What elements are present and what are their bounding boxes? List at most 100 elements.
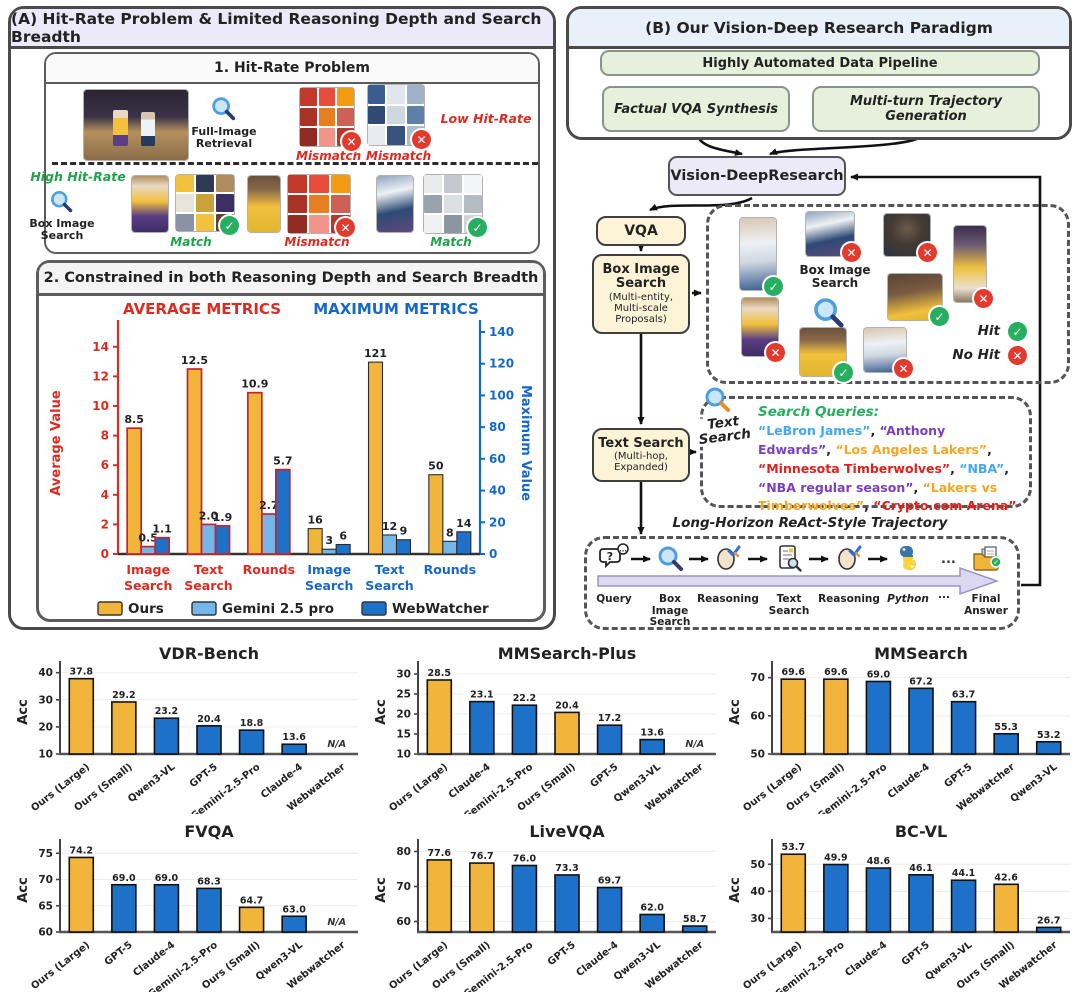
- bar: [428, 474, 444, 555]
- text-search-box: Text Search (Multi-hop, Expanded): [592, 428, 690, 482]
- svg-text:9: 9: [400, 525, 408, 538]
- bar: [469, 700, 495, 755]
- svg-text:73.3: 73.3: [555, 863, 578, 874]
- search-result-collage: [288, 175, 350, 233]
- svg-text:WebWatcher: WebWatcher: [392, 601, 489, 617]
- svg-text:13.6: 13.6: [640, 728, 664, 739]
- svg-text:Search: Search: [184, 578, 232, 593]
- full-image-retrieval-label: Full-Image Retrieval: [191, 125, 257, 151]
- svg-text:GPT-5: GPT-5: [103, 940, 135, 968]
- hit-icon: ✓: [764, 277, 783, 296]
- svg-text:80: 80: [489, 420, 506, 434]
- search-result-collage: [424, 175, 482, 233]
- svg-text:Ours: Ours: [128, 601, 164, 617]
- bar: [639, 913, 665, 933]
- svg-text:49.9: 49.9: [824, 853, 847, 864]
- svg-text:BC-VL: BC-VL: [895, 822, 947, 841]
- high-hit-rate-label: High Hit-Rate: [30, 169, 126, 184]
- svg-text:6: 6: [101, 458, 109, 472]
- bar: [426, 679, 453, 755]
- result-thumbnail: ✓: [888, 274, 949, 326]
- step-python: Python: [878, 543, 938, 606]
- svg-text:53.2: 53.2: [1037, 730, 1060, 741]
- search-queries-text: Search Queries: “LeBron James”, “Anthony …: [758, 402, 1022, 513]
- svg-text:N/A: N/A: [327, 739, 346, 750]
- svg-text:70: 70: [750, 672, 765, 684]
- svg-text:26.7: 26.7: [1037, 915, 1060, 926]
- search-query: “Lakers vs Timberwolves”: [758, 479, 998, 514]
- svg-text:40: 40: [489, 484, 506, 498]
- panel-b-title: (B) Our Vision-Deep Research Paradigm: [569, 9, 1069, 49]
- bar: [274, 468, 291, 555]
- bar: [950, 879, 977, 933]
- box-image-search-box: Box Image Search (Multi-entity, Multi-sc…: [592, 254, 690, 334]
- svg-text:5.7: 5.7: [273, 455, 293, 468]
- benchmark-chart-mmsearch-plus: MMSearch-Plus 10 15 20 25 30 Acc 28.5 Ours (Larg…: [372, 642, 724, 822]
- svg-text:10: 10: [396, 749, 411, 761]
- svg-text:12: 12: [382, 520, 397, 533]
- svg-text:8: 8: [101, 429, 109, 443]
- bar: [865, 867, 892, 933]
- svg-text:69.6: 69.6: [824, 667, 848, 678]
- step-final-answer: ✓ Final Answer: [956, 543, 1016, 617]
- metrics-chart: AVERAGE METRICS MAXIMUM METRICS0246810121…: [49, 300, 533, 617]
- search-query: “Anthony Edwards”: [758, 423, 946, 457]
- magnifier-icon: [655, 543, 685, 577]
- svg-text:6: 6: [339, 529, 347, 542]
- magnifier-icon: [48, 188, 74, 218]
- svg-text:75: 75: [38, 848, 53, 860]
- svg-text:Claude-4: Claude-4: [886, 762, 932, 801]
- svg-text:77.6: 77.6: [428, 848, 452, 859]
- svg-text:2: 2: [101, 517, 109, 531]
- search-query: “Crypto.com Arena”: [873, 498, 1017, 514]
- svg-text:LiveVQA: LiveVQA: [529, 822, 605, 841]
- mismatch-icon: ✕: [342, 132, 361, 151]
- step-ellipsis: ...: [932, 543, 956, 602]
- bar: [554, 711, 580, 755]
- bar: [238, 729, 265, 755]
- svg-text:55.3: 55.3: [994, 722, 1017, 733]
- text-search-caption: Text Search: [694, 412, 754, 448]
- svg-text:Gemini-2.5-Pro: Gemini-2.5-Pro: [462, 940, 535, 992]
- svg-text:Qwen3-VL: Qwen3-VL: [1009, 761, 1061, 805]
- svg-text:20.4: 20.4: [555, 700, 579, 711]
- result-thumbnail: ✓: [740, 218, 783, 296]
- bar: [993, 883, 1019, 933]
- svg-text:0.5: 0.5: [138, 532, 158, 545]
- mismatch-label: Mismatch: [296, 149, 362, 163]
- box-image-search-title: Box Image Search: [602, 261, 680, 292]
- step-label: Box Image Search: [649, 593, 691, 629]
- svg-text:20.4: 20.4: [197, 714, 221, 725]
- bar: [823, 863, 849, 933]
- bar: [426, 859, 453, 933]
- hit-label: Hit: [977, 323, 1000, 339]
- svg-text:69.0: 69.0: [112, 873, 136, 884]
- svg-text:23.2: 23.2: [155, 706, 178, 717]
- svg-text:Text: Text: [375, 562, 404, 577]
- svg-text:0: 0: [489, 547, 497, 561]
- text-search-title: Text Search: [598, 435, 684, 451]
- bar: [196, 887, 222, 933]
- svg-text:16: 16: [308, 514, 324, 527]
- svg-text:74.2: 74.2: [70, 845, 93, 856]
- magnifier-icon: [810, 294, 846, 334]
- bar: [186, 368, 203, 555]
- factual-vqa-box: Factual VQA Synthesis: [602, 86, 790, 132]
- svg-text:29.2: 29.2: [112, 690, 135, 701]
- row-divider: [52, 162, 538, 165]
- svg-text:48.6: 48.6: [867, 856, 891, 867]
- bar: [908, 687, 934, 755]
- svg-text:53.7: 53.7: [782, 842, 805, 853]
- svg-text:Gemini-2.5-Pro: Gemini-2.5-Pro: [773, 940, 846, 992]
- bar: [681, 925, 708, 933]
- svg-text:2.0: 2.0: [199, 509, 219, 522]
- result-thumbnail: ✕: [806, 212, 861, 262]
- bar: [68, 856, 95, 933]
- bar: [111, 701, 137, 755]
- step-label: Reasoning: [697, 593, 759, 605]
- box-crop: [248, 176, 280, 232]
- svg-text:69.7: 69.7: [598, 876, 621, 887]
- trajectory-arrow: [597, 566, 1000, 596]
- bar: [823, 678, 849, 755]
- svg-text:1.1: 1.1: [152, 523, 172, 536]
